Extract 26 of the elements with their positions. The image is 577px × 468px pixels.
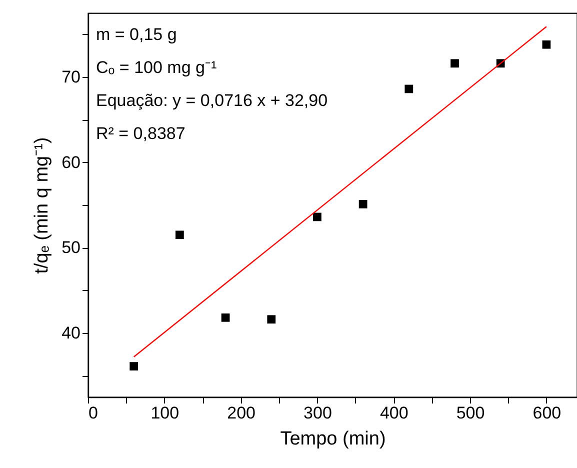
y-tick-label: 40 bbox=[62, 324, 80, 342]
point bbox=[358, 200, 368, 208]
annotation: Equação: y = 0,0716 x + 32,90 bbox=[96, 91, 328, 110]
x-tick-label: 100 bbox=[150, 404, 180, 422]
point bbox=[313, 212, 322, 222]
point bbox=[542, 40, 551, 49]
x-tick-label: 300 bbox=[304, 404, 332, 422]
x-axis-title: Tempo (min) bbox=[280, 428, 386, 450]
point bbox=[404, 84, 414, 94]
point bbox=[450, 59, 459, 68]
annotation: m = 0,15 g bbox=[96, 25, 177, 44]
y-tick-label: 50 bbox=[62, 238, 80, 258]
x-tick-label: 600 bbox=[532, 404, 562, 422]
x-tick-label: 400 bbox=[380, 404, 408, 422]
y-axis-title: t/qₑ (min q mg⁻¹) bbox=[32, 137, 53, 274]
x-tick-label: 500 bbox=[456, 404, 485, 422]
x-tick-label: 200 bbox=[227, 404, 256, 422]
point bbox=[176, 230, 184, 240]
point bbox=[130, 362, 138, 370]
point bbox=[221, 313, 230, 322]
x-tick-label: 0 bbox=[88, 404, 98, 422]
annotation: R² = 0,8387 bbox=[96, 124, 186, 143]
y-tick-label: 70 bbox=[62, 68, 80, 86]
annotation: Cₒ = 100 mg g⁻¹ bbox=[96, 58, 217, 77]
point bbox=[267, 315, 276, 324]
y-tick-label: 60 bbox=[62, 152, 80, 172]
